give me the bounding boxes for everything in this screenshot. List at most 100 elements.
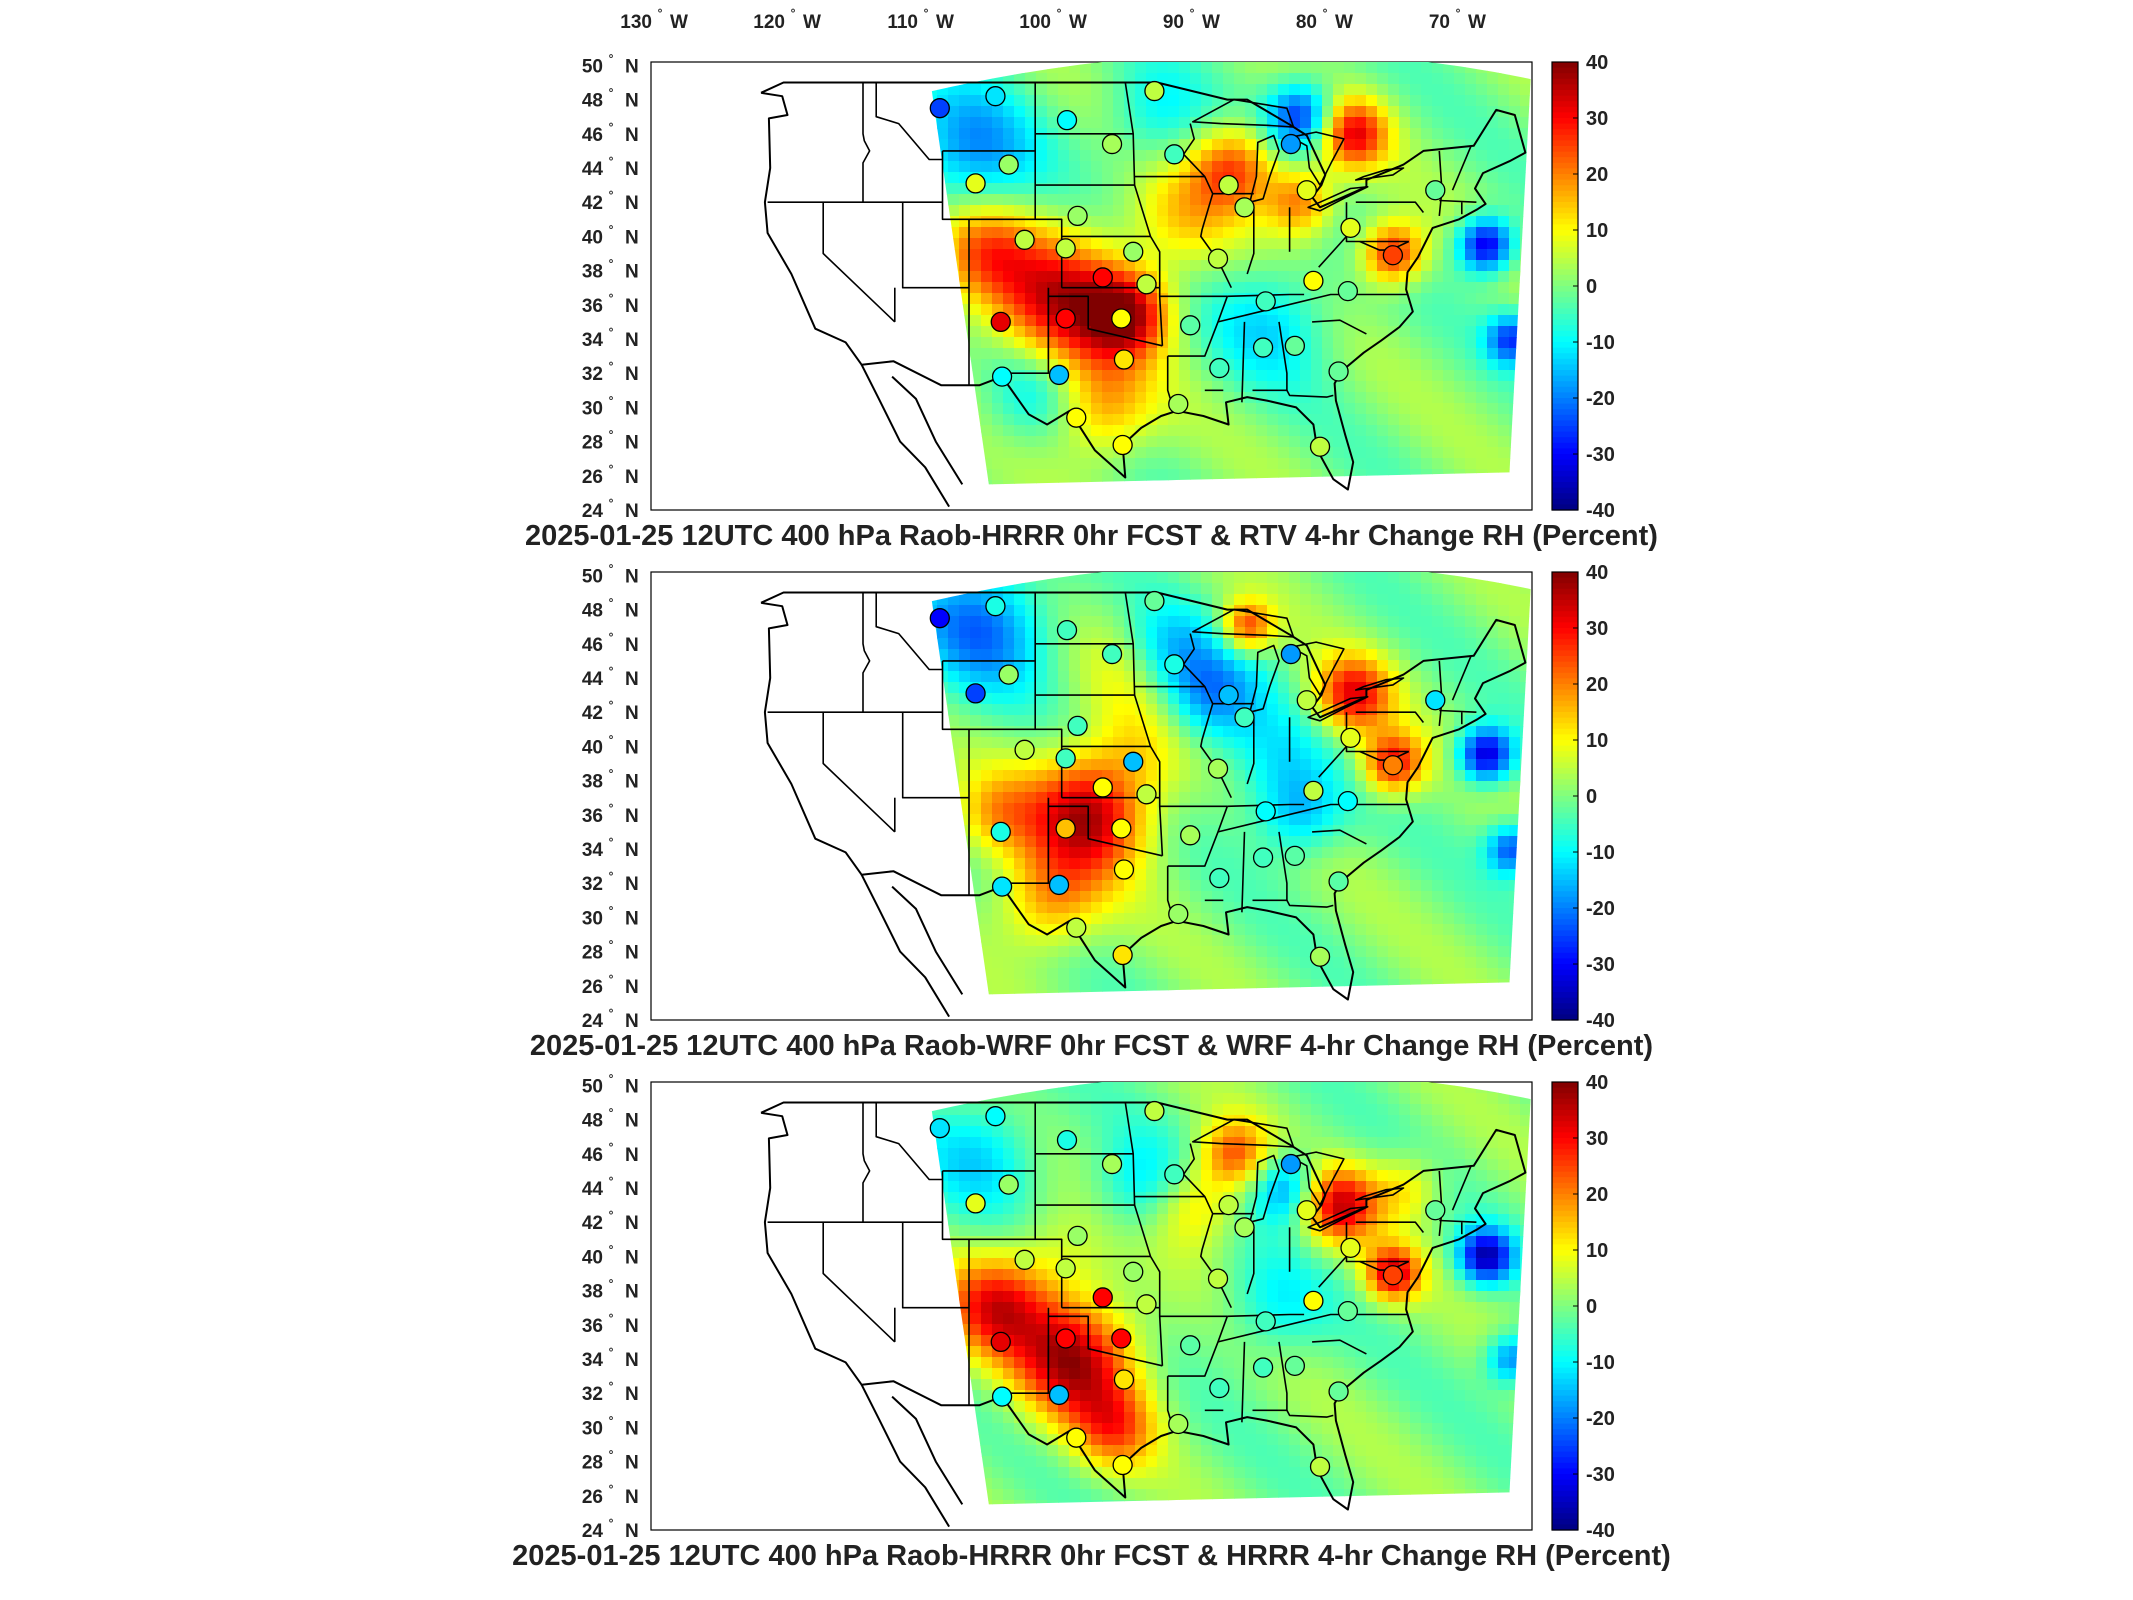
- field-cell: [1212, 704, 1224, 716]
- field-cell: [1113, 381, 1125, 393]
- field-cell: [1465, 293, 1477, 305]
- field-cell: [1509, 84, 1521, 96]
- field-cell: [1410, 649, 1422, 661]
- field-cell: [1278, 660, 1290, 672]
- field-cell: [992, 425, 1004, 437]
- raob-point: [1209, 357, 1230, 379]
- field-cell: [1190, 638, 1202, 650]
- field-cell: [1036, 759, 1048, 771]
- field-cell: [1465, 392, 1477, 404]
- state-line: [1227, 293, 1305, 298]
- field-cell: [1322, 238, 1334, 250]
- field-cell: [1124, 425, 1136, 437]
- field-cell: [1366, 348, 1378, 360]
- field-cell: [1465, 425, 1477, 437]
- field-cell: [1212, 216, 1224, 228]
- field-cell: [1113, 95, 1125, 107]
- field-cell: [1311, 392, 1323, 404]
- field-cell: [981, 693, 993, 705]
- field-cell: [1234, 381, 1246, 393]
- field-cell: [1443, 392, 1455, 404]
- field-cell: [1190, 436, 1202, 448]
- field-cell: [1080, 436, 1092, 448]
- field-cell: [1289, 638, 1301, 650]
- field-cell: [1091, 117, 1103, 129]
- field-cell: [1025, 403, 1037, 415]
- colorbar-segment: [1552, 342, 1578, 349]
- field-cell: [1388, 682, 1400, 694]
- field-cell: [1509, 649, 1521, 661]
- field-cell: [1157, 469, 1169, 481]
- field-cell: [1454, 183, 1466, 195]
- field-cell: [1223, 759, 1235, 771]
- field-cell: [1124, 62, 1136, 74]
- field-cell: [970, 748, 982, 760]
- field-cell: [1520, 172, 1531, 184]
- field-cell: [981, 139, 993, 151]
- field-cell: [1058, 693, 1070, 705]
- field-cell: [1256, 458, 1268, 470]
- field-cell: [1146, 183, 1158, 195]
- field-cell: [1124, 414, 1136, 426]
- field-cell: [1124, 326, 1136, 338]
- field-cell: [1047, 315, 1059, 327]
- field-cell: [1355, 337, 1367, 349]
- field-cell: [1344, 436, 1356, 448]
- field-cell: [1146, 715, 1158, 727]
- field-cell: [1399, 392, 1411, 404]
- field-cell: [1069, 348, 1081, 360]
- field-cell: [1069, 95, 1081, 107]
- field-cell: [1080, 660, 1092, 672]
- field-cell: [1333, 139, 1345, 151]
- field-cell: [1454, 106, 1466, 118]
- field-cell: [1322, 627, 1334, 639]
- field-cell: [1388, 271, 1400, 283]
- field-cell: [1498, 216, 1510, 228]
- field-cell: [1322, 95, 1334, 107]
- field-cell: [1399, 62, 1411, 74]
- raob-point: [1328, 361, 1349, 382]
- field-cell: [1025, 682, 1037, 694]
- field-cell: [1223, 161, 1235, 173]
- field-cell: [1366, 139, 1378, 151]
- field-cell: [1102, 348, 1114, 360]
- field-cell: [1047, 227, 1059, 239]
- field-cell: [1498, 95, 1510, 107]
- field-cell: [1047, 583, 1059, 595]
- field-cell: [1003, 282, 1015, 294]
- field-cell: [1476, 73, 1488, 85]
- field-cell: [959, 216, 971, 228]
- field-cell: [1190, 572, 1202, 584]
- field-cell: [1102, 403, 1114, 415]
- field-cell: [1047, 304, 1059, 316]
- field-cell: [1300, 392, 1312, 404]
- field-cell: [1487, 337, 1499, 349]
- field-cell: [981, 194, 993, 206]
- field-cell: [1223, 95, 1235, 107]
- field-cell: [1003, 304, 1015, 316]
- field-cell: [1135, 381, 1147, 393]
- field-cell: [1476, 627, 1488, 639]
- field-cell: [1509, 73, 1521, 85]
- field-cell: [1102, 326, 1114, 338]
- field-cell: [981, 425, 993, 437]
- field-cell: [1036, 139, 1048, 151]
- field-cell: [1421, 315, 1433, 327]
- field-cell: [1300, 583, 1312, 595]
- field-cell: [1432, 293, 1444, 305]
- field-cell: [1465, 414, 1477, 426]
- field-cell: [1289, 128, 1301, 140]
- field-cell: [1113, 172, 1125, 184]
- field-cell: [1531, 370, 1543, 382]
- colorbar-segment: [1552, 437, 1578, 444]
- field-cell: [1190, 106, 1202, 118]
- field-cell: [1212, 381, 1224, 393]
- field-cell: [1102, 748, 1114, 760]
- field-cell: [948, 161, 960, 173]
- field-cell: [1256, 638, 1268, 650]
- field-cell: [1410, 348, 1422, 360]
- field-cell: [1036, 583, 1048, 595]
- field-cell: [1432, 638, 1444, 650]
- field-cell: [1399, 436, 1411, 448]
- field-cell: [1223, 337, 1235, 349]
